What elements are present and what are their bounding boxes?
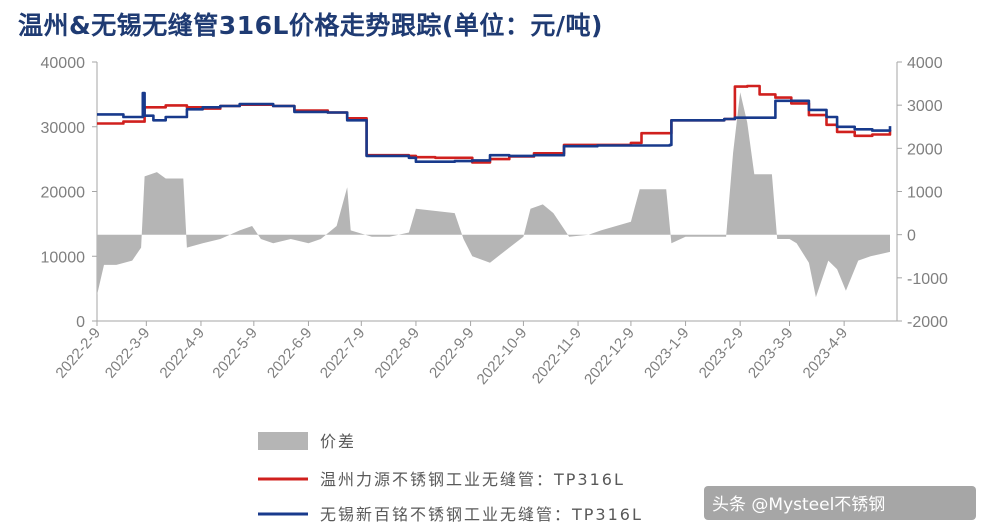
legend-label-wenzhou: 温州力源不锈钢工业无缝管：TP316L (320, 470, 625, 489)
x-tick-label: 2022-12-9 (581, 325, 638, 388)
series-wuxi-line (97, 91, 892, 163)
x-tick-label: 2022-6-9 (264, 325, 316, 382)
left-y-tick-label: 30000 (41, 120, 86, 137)
series-diff-area (97, 92, 890, 298)
left-y-tick-label: 20000 (41, 185, 86, 202)
left-y-tick-label: 0 (76, 314, 85, 331)
left-y-tick-label: 10000 (41, 249, 86, 266)
right-y-tick-label: 0 (907, 228, 916, 245)
watermark-text: 头条 @Mysteel不锈钢 (712, 495, 885, 515)
legend-label-diff: 价差 (320, 432, 356, 451)
x-tick-label: 2023-1-9 (641, 325, 693, 382)
page-title: 温州&无锡无缝管316L价格走势跟踪(单位：元/吨) (18, 11, 603, 40)
right-y-tick-label: 2000 (907, 141, 943, 158)
left-y-tick-label: 40000 (41, 55, 86, 72)
right-y-tick-label: 3000 (907, 98, 943, 115)
x-tick-label: 2023-3-9 (745, 325, 797, 382)
right-y-tick-label: 1000 (907, 185, 943, 202)
watermark-badge: 头条 @Mysteel不锈钢 (704, 486, 976, 520)
x-tick-label: 2022-4-9 (156, 325, 208, 382)
series-wenzhou-line (97, 84, 892, 164)
diff-area-layer (97, 92, 890, 298)
right-y-tick-label: 4000 (907, 55, 943, 72)
x-tick-label: 2023-2-9 (696, 325, 748, 382)
left-y-ticks: 0 10000 20000 30000 40000 (41, 55, 97, 331)
x-tick-label: 2022-8-9 (371, 325, 423, 382)
x-tick-label: 2022-9-9 (426, 325, 478, 382)
x-tick-label: 2023-4-9 (800, 325, 852, 382)
legend-label-wuxi: 无锡新百铭不锈钢工业无缝管：TP316L (320, 505, 643, 524)
x-tick-label: 2022-11-9 (529, 325, 585, 387)
price-lines-layer (97, 84, 892, 164)
right-y-ticks: -2000 -1000 0 1000 2000 3000 4000 (897, 55, 948, 331)
x-tick-label: 2022-10-9 (474, 325, 531, 388)
legend: 价差 温州力源不锈钢工业无缝管：TP316L 无锡新百铭不锈钢工业无缝管：TP3… (258, 432, 643, 524)
x-tick-label: 2022-2-9 (52, 325, 104, 382)
x-tick-label: 2022-7-9 (317, 325, 369, 382)
x-tick-label: 2022-3-9 (102, 325, 154, 382)
right-y-tick-label: -1000 (907, 271, 948, 288)
legend-swatch-diff (258, 432, 308, 450)
right-y-tick-label: -2000 (907, 314, 948, 331)
x-tick-label: 2022-5-9 (209, 325, 261, 382)
